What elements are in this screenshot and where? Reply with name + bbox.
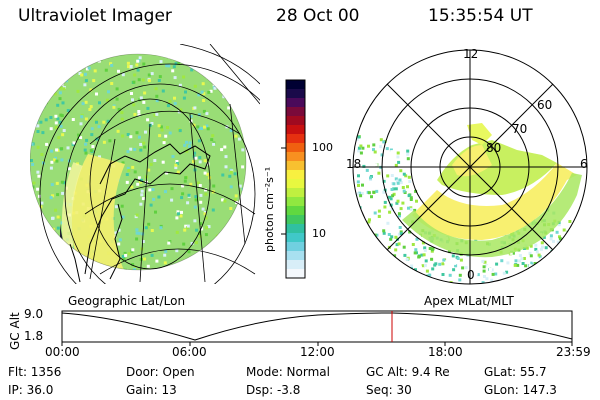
altitude-x-tick-0600: 06:00 [172,345,207,359]
altitude-axis-title: GC Alt [8,312,22,350]
stat-gc-alt: GC Alt: 9.4 Re [366,365,450,379]
colorbar-tick-100: 100 [312,141,333,154]
polar-mlt-plot [352,49,588,285]
colorbar-swatch [286,161,305,171]
right-panel-label: Apex MLat/MLT [424,294,514,308]
mlt-label-0: 0 [467,268,475,282]
app-title: Ultraviolet Imager [18,6,172,26]
colorbar-swatch [286,233,305,243]
colorbar-swatch [286,125,305,135]
stat-seq: Seq: 30 [366,383,412,397]
mlt-label-6: 6 [580,157,588,171]
colorbar-swatch [286,80,305,90]
colorbar-swatch [286,197,305,207]
colorbar-swatch [286,89,305,99]
colorbar-swatch [286,188,305,198]
stat-gain: Gain: 13 [126,383,177,397]
stat-dsp: Dsp: -3.8 [246,383,301,397]
colorbar-swatch [286,269,305,279]
altitude-y-tick-bottom: 1.8 [24,329,44,343]
colorbar-swatch [286,224,305,234]
altitude-y-tick-top: 9.0 [24,307,44,321]
geographic-image [30,44,260,284]
date-label: 28 Oct 00 [276,6,360,26]
mlat-label-80: 80 [486,141,502,155]
stat-flt: Flt: 1356 [8,365,62,379]
time-label: 15:35:54 UT [428,6,533,26]
altitude-x-tick-2359: 23:59 [556,345,591,359]
left-panel-label: Geographic Lat/Lon [68,294,186,308]
altitude-x-tick-1800: 18:00 [428,345,463,359]
colorbar-swatch [286,215,305,225]
colorbar-swatch [286,152,305,162]
mlat-label-70: 70 [512,122,528,136]
colorbar-swatch [286,116,305,126]
stat-door: Door: Open [126,365,195,379]
altitude-x-tick-1200: 12:00 [300,345,335,359]
colorbar-swatch [286,251,305,261]
colorbar-swatch [286,170,305,180]
altitude-plot [61,310,573,346]
colorbar-swatch [286,260,305,270]
colorbar-swatch [286,98,305,108]
colorbar-unit-label: photon cm⁻²s⁻¹ [263,166,276,252]
colorbar-swatch [286,242,305,252]
mlt-label-12: 12 [463,47,479,61]
colorbar-swatch [286,107,305,117]
stat-mode: Mode: Normal [246,365,330,379]
colorbar-swatch [286,206,305,216]
colorbar-swatch [286,143,305,153]
colorbar-tick-10: 10 [312,227,326,240]
mlat-label-60: 60 [537,98,553,112]
altitude-x-tick-0000: 00:00 [45,345,80,359]
colorbar-swatch [286,134,305,144]
color-scale-bar: 100 [281,79,306,279]
mlt-label-18: 18 [346,157,362,171]
stat-ip: IP: 36.0 [8,383,54,397]
stat-glat: GLat: 55.7 [484,365,547,379]
colorbar-swatch [286,179,305,189]
stat-glon: GLon: 147.3 [484,383,557,397]
